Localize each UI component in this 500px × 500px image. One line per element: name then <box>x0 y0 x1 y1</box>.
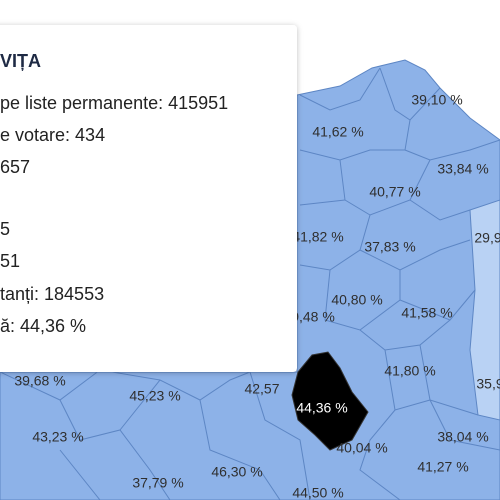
county-label: 33,84 % <box>437 161 488 177</box>
county-label: 44,36 % <box>296 400 347 416</box>
country-shape <box>0 59 500 500</box>
county-label: 46,30 % <box>211 464 262 480</box>
tooltip-line: 5 <box>0 219 10 239</box>
county-label: 45,23 % <box>129 388 180 404</box>
county-label: 37,79 % <box>132 475 183 491</box>
tooltip-line: e votare: 434 <box>0 125 105 145</box>
county-label: 9,48 % <box>291 309 335 325</box>
county-label: 41,80 % <box>384 363 435 379</box>
county-label: 41,27 % <box>417 459 468 475</box>
county-label: 41,82 % <box>292 229 343 245</box>
tooltip-line: 657 <box>0 157 30 177</box>
county-label: 39,68 % <box>14 373 65 389</box>
county-label: 41,58 % <box>401 305 452 321</box>
county-label: 37,83 % <box>364 239 415 255</box>
tooltip-line: tanți: 184553 <box>0 284 104 304</box>
county-label: 40,77 % <box>369 184 420 200</box>
tooltip <box>0 25 297 372</box>
county-label: 40,80 % <box>331 292 382 308</box>
tooltip-line: ă: 44,36 % <box>0 316 86 336</box>
county-borders <box>0 67 500 500</box>
tooltip-line: pe liste permanente: 415951 <box>0 93 228 113</box>
selected-county[interactable] <box>291 351 369 451</box>
county-label: 42,57 <box>244 381 279 397</box>
county-label: 38,04 % <box>437 429 488 445</box>
county-label: 39,10 % <box>411 92 462 108</box>
tooltip-title: VIȚA <box>0 51 41 71</box>
county-label: 41,62 % <box>312 124 363 140</box>
county-label: 43,23 % <box>32 429 83 445</box>
county-label: 44,50 % <box>292 485 343 500</box>
county-label: 40,04 % <box>336 440 387 456</box>
county-label: 29,9 <box>474 230 500 246</box>
county-label: 35,9 <box>476 376 500 392</box>
tooltip-line: 51 <box>0 251 20 271</box>
